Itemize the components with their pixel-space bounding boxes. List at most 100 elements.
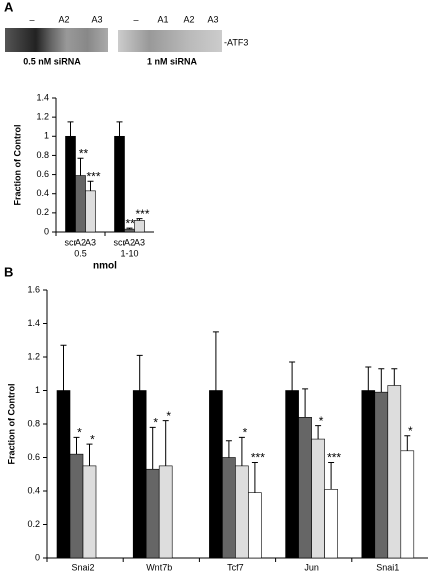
significance-label: * [408,424,413,438]
bar-label: A2 [124,237,135,247]
error-bar [116,121,123,137]
blot-image [118,30,222,52]
significance-label: * [243,426,248,440]
y-tick-label: 1 [44,131,49,141]
significance-label: *** [86,169,100,183]
bar [69,453,84,559]
error-bar [391,368,398,386]
significance-label: *** [327,451,341,465]
blot-caption: 1 nM siRNA [147,56,198,66]
bar-label: A2 [75,237,86,247]
bar-label: A3 [85,237,96,247]
blot-caption: 0.5 nM siRNA [23,56,81,66]
bar [56,390,71,559]
bar [298,416,312,559]
y-tick-label: 0.6 [27,452,40,462]
panel-label: A [4,0,14,14]
significance-label: *** [135,207,149,221]
error-bar [315,425,322,440]
panel-label: B [4,264,13,279]
bar [324,489,338,559]
error-bar [162,420,169,466]
error-bar [136,354,143,391]
significance-label: * [77,426,82,440]
bar [75,175,86,233]
x-tick-label: 0.5 [74,248,87,258]
blot-image [5,28,108,52]
lane-label: A2 [183,14,194,24]
bar-label: scr [65,237,77,247]
bar [65,135,76,233]
x-tick-label: Jun [304,562,319,572]
y-tick-label: 0.6 [36,169,49,179]
significance-label: ** [79,146,89,160]
lane-label: A2 [58,14,69,24]
y-tick-label: 0.8 [36,150,49,160]
lane-label: A1 [157,14,168,24]
error-bar [73,436,80,455]
error-bar [378,368,385,393]
y-axis-label: Fraction of Control [12,125,22,206]
error-bar [289,361,296,391]
y-tick-label: 1.2 [27,351,40,361]
y-tick-label: 1 [35,385,40,395]
bar-label: A3 [134,237,145,247]
bar [361,390,376,559]
bar [114,135,125,233]
bar [145,468,160,559]
bar [132,390,147,559]
bar-label: scr [114,237,126,247]
bar [400,450,415,559]
y-tick-label: 1.6 [27,284,40,294]
lane-label: A3 [207,14,218,24]
x-tick-label: Snai1 [376,562,399,572]
error-bar [87,180,94,191]
bar [222,457,236,559]
bar [209,390,223,559]
bar [285,390,299,559]
error-bar [86,443,93,466]
y-tick-label: 0.2 [27,519,40,529]
bar [387,385,402,559]
error-bar [126,227,133,230]
error-bar [365,366,372,391]
significance-label: * [166,409,171,423]
y-tick-label: 1.2 [36,112,49,122]
error-bar [251,462,258,493]
bar [158,465,173,559]
error-bar [60,344,67,391]
y-axis-label: Fraction of Control [6,384,16,465]
bar [248,492,262,559]
lane-label: A3 [91,14,102,24]
y-tick-label: 0.4 [27,485,40,495]
lane-label: – [133,14,138,24]
error-bar [67,121,74,137]
bar [311,438,325,559]
y-tick-label: 1.4 [27,318,40,328]
error-bar [328,462,335,490]
significance-label: * [319,414,324,428]
x-tick-label: Tcf7 [227,562,244,572]
significance-label: * [153,416,158,430]
error-bar [302,388,309,418]
x-tick-label: Wnt7b [146,562,172,572]
x-tick-label: Snai2 [71,562,94,572]
x-tick-label: 1-10 [120,248,138,258]
y-tick-label: 0 [44,226,49,236]
error-bar [212,331,219,391]
y-tick-label: 0.4 [36,188,49,198]
significance-label: *** [251,451,265,465]
bar [134,220,145,233]
x-axis-label: nmol [93,261,117,272]
y-tick-label: 0 [35,552,40,562]
error-bar [149,426,156,470]
error-bar [136,218,143,221]
error-bar [77,157,84,176]
error-bar [225,440,232,458]
bar [374,391,389,559]
y-tick-label: 0.2 [36,207,49,217]
lane-label: – [29,14,34,24]
error-bar [404,435,411,451]
y-tick-label: 1.4 [36,92,49,102]
